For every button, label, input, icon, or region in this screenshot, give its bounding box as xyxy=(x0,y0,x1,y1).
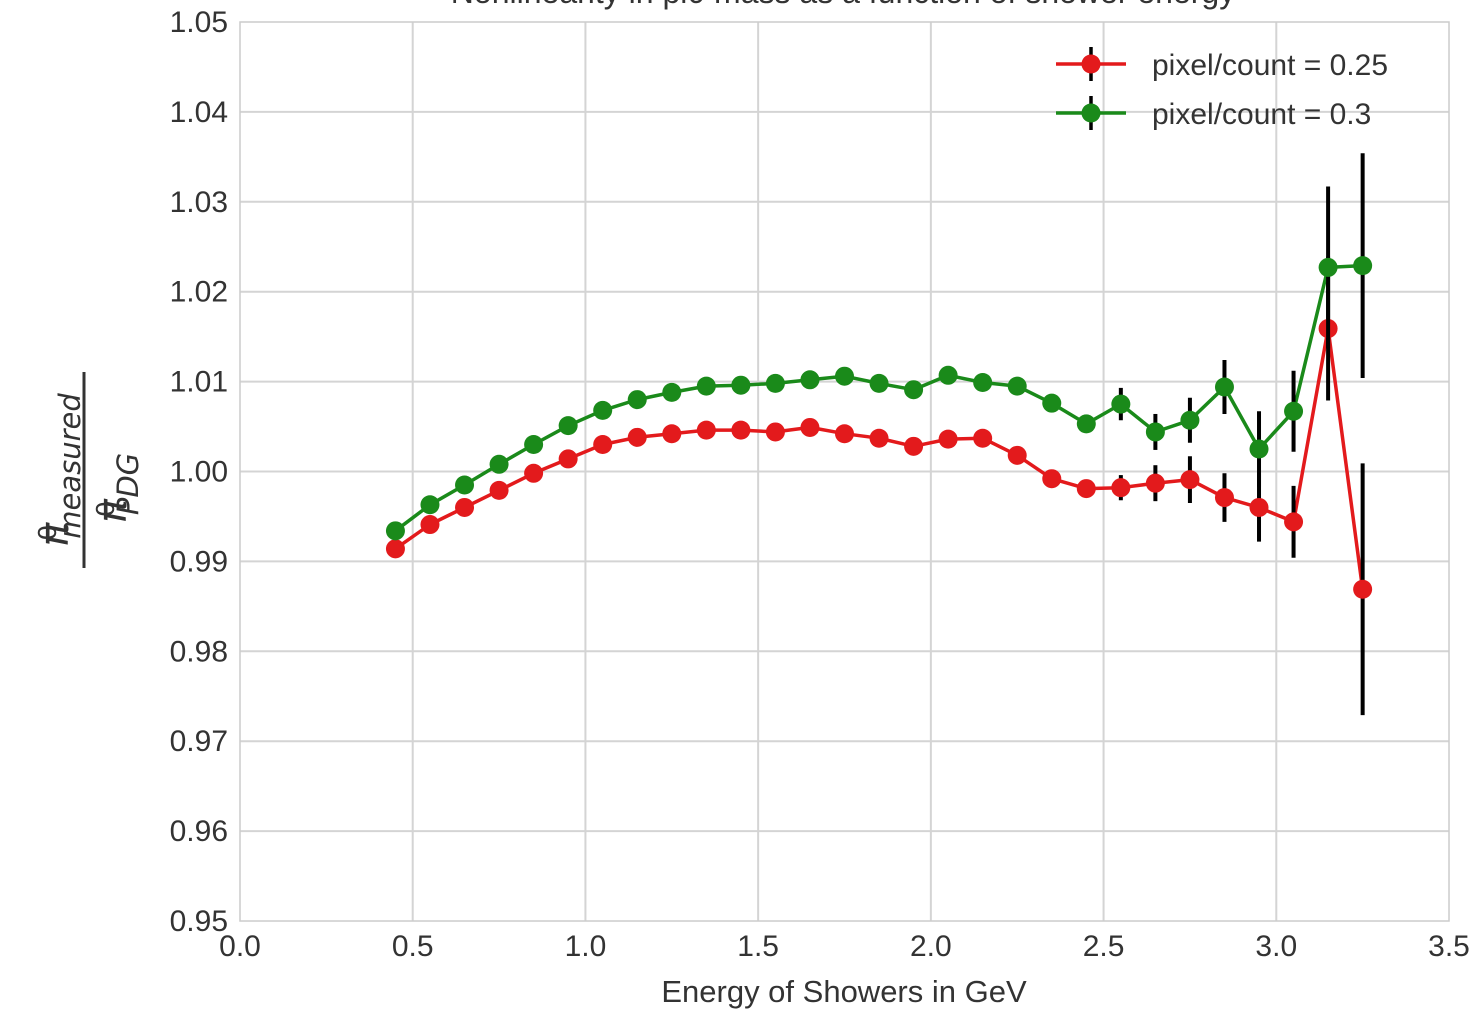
y-axis-denominator: π0PDG xyxy=(90,453,145,523)
data-point xyxy=(385,539,405,559)
data-point xyxy=(973,428,993,448)
data-point xyxy=(455,475,475,495)
data-point xyxy=(800,417,820,437)
data-point xyxy=(973,372,993,392)
y-tick-label: 1.01 xyxy=(170,366,228,399)
data-point xyxy=(1353,579,1373,599)
legend-swatch-marker xyxy=(1081,54,1101,74)
data-point xyxy=(593,435,613,455)
data-point xyxy=(489,454,509,474)
y-tick-label: 1.03 xyxy=(170,186,228,219)
x-axis-ticks: 0.0 0.5 1.0 1.5 2.0 2.5 3.0 3.5 xyxy=(219,930,1470,963)
data-point xyxy=(385,521,405,541)
y-tick-label: 1.04 xyxy=(170,96,228,129)
y-tick-label: 0.96 xyxy=(170,815,228,848)
data-point xyxy=(1076,414,1096,434)
x-tick-label: 1.0 xyxy=(565,930,607,963)
data-point xyxy=(627,427,647,447)
x-tick-label: 0.0 xyxy=(219,930,261,963)
x-tick-label: 1.5 xyxy=(737,930,779,963)
data-point xyxy=(524,463,544,483)
data-point xyxy=(938,429,958,449)
data-point xyxy=(1318,257,1338,277)
legend-label: pixel/count = 0.25 xyxy=(1152,49,1388,82)
data-point xyxy=(1249,497,1269,517)
data-point xyxy=(558,416,578,436)
x-tick-label: 0.5 xyxy=(392,930,434,963)
data-point xyxy=(1042,393,1062,413)
data-point xyxy=(1042,469,1062,489)
data-point xyxy=(1145,422,1165,442)
legend-label: pixel/count = 0.3 xyxy=(1152,98,1371,131)
legend-item: pixel/count = 0.3 xyxy=(1056,96,1371,131)
data-point xyxy=(835,424,854,444)
data-point xyxy=(1145,473,1165,493)
data-point xyxy=(420,495,440,515)
data-point xyxy=(420,515,440,535)
legend: pixel/count = 0.25 pixel/count = 0.3 xyxy=(1056,47,1388,131)
chart-title: Nonlinearity in pi0 mass as a function o… xyxy=(451,0,1235,10)
data-point xyxy=(1180,470,1200,490)
data-point xyxy=(869,373,889,393)
data-point xyxy=(662,424,682,444)
data-point xyxy=(869,428,889,448)
y-axis-numerator: π0measured xyxy=(32,393,87,547)
data-point xyxy=(1214,377,1234,397)
grid xyxy=(240,22,1449,921)
series-1 xyxy=(385,256,1373,716)
y-tick-label: 0.95 xyxy=(170,905,228,938)
y-tick-label: 0.99 xyxy=(170,545,228,578)
data-point xyxy=(1076,479,1096,499)
legend-item: pixel/count = 0.25 xyxy=(1056,47,1388,82)
data-point xyxy=(558,449,578,469)
data-point xyxy=(1214,488,1234,508)
data-point xyxy=(696,376,716,396)
x-axis-label: Energy of Showers in GeV xyxy=(661,974,1027,1009)
data-point xyxy=(1249,439,1269,459)
data-point xyxy=(1284,401,1304,421)
y-axis-label: π0measured π0PDG xyxy=(32,372,145,568)
data-point xyxy=(1111,394,1131,414)
x-tick-label: 2.0 xyxy=(910,930,952,963)
data-point xyxy=(489,480,509,500)
plot-area xyxy=(239,21,1450,922)
y-tick-label: 1.02 xyxy=(170,276,228,309)
data-point xyxy=(904,380,924,400)
data-point xyxy=(662,382,682,402)
x-tick-label: 3.0 xyxy=(1255,930,1297,963)
data-point xyxy=(904,436,924,456)
y-axis-ticks: 0.95 0.96 0.97 0.98 0.99 1.00 1.01 1.02 1.03 1.04… xyxy=(170,6,228,938)
legend-swatch-marker xyxy=(1081,103,1101,123)
y-tick-label: 1.05 xyxy=(170,6,228,39)
series-layer xyxy=(385,153,1373,716)
data-point xyxy=(765,422,785,442)
y-tick-label: 0.98 xyxy=(170,635,228,668)
x-tick-label: 2.5 xyxy=(1083,930,1125,963)
data-point xyxy=(1111,478,1131,498)
data-point xyxy=(696,420,716,440)
data-point xyxy=(1353,256,1373,276)
y-tick-label: 0.97 xyxy=(170,725,228,758)
series-2 xyxy=(385,153,1373,541)
data-point xyxy=(765,373,785,393)
data-point xyxy=(1007,376,1027,396)
data-point xyxy=(800,370,820,390)
data-point xyxy=(455,497,475,517)
x-tick-label: 3.5 xyxy=(1428,930,1470,963)
data-point xyxy=(1180,410,1200,430)
data-point xyxy=(1007,445,1027,465)
y-tick-label: 1.00 xyxy=(170,456,228,489)
data-point xyxy=(835,366,854,386)
data-point xyxy=(731,375,751,395)
data-point xyxy=(938,365,958,385)
data-point xyxy=(593,400,613,420)
data-point xyxy=(524,435,544,455)
data-point xyxy=(627,390,647,410)
data-point xyxy=(731,420,751,440)
data-point xyxy=(1284,512,1304,532)
